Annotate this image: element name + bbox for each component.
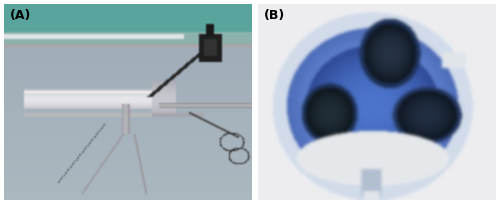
Text: (B): (B) xyxy=(264,9,285,22)
Text: (A): (A) xyxy=(10,9,32,22)
